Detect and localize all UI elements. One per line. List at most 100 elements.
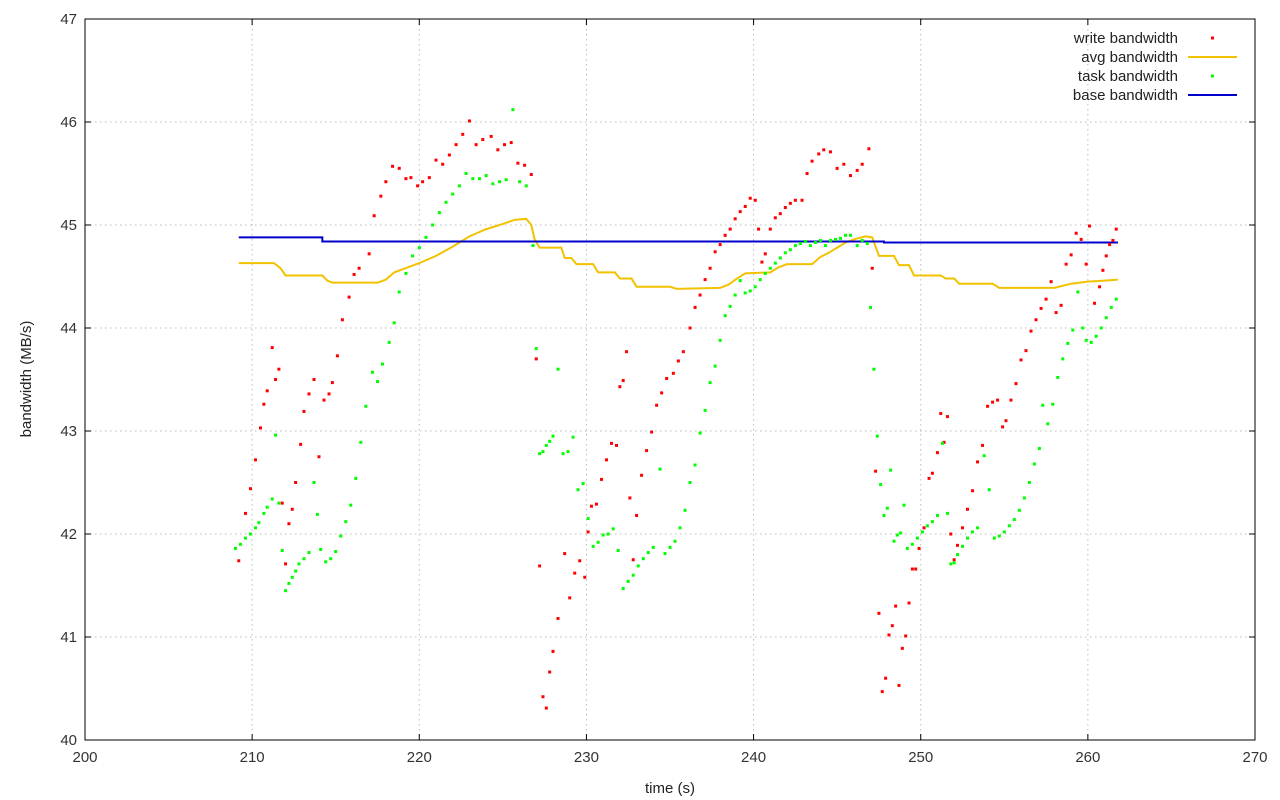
write-bandwidth-point [259,426,262,430]
write-bandwidth-point [1059,303,1063,307]
task-bandwidth-point [658,467,662,471]
task-bandwidth-point [882,513,886,517]
write-bandwidth-point [340,318,344,322]
task-bandwidth-point [444,200,448,204]
write-bandwidth-point [496,148,500,152]
write-bandwidth-point [955,543,959,547]
write-bandwidth-point [529,173,533,177]
task-bandwidth-point [818,238,822,242]
write-bandwidth-point [384,180,388,184]
write-bandwidth-point [1104,254,1108,258]
base-bandwidth-line [238,236,1118,244]
task-bandwidth-point [566,450,570,454]
axis-ticks: 200 210 220 230 240 250 260 270 40 41 42 43 44 45 46 47 [60,11,1267,766]
write-bandwidth-point [698,293,702,297]
task-bandwidth-point [319,547,323,551]
write-bandwidth-point [474,143,478,147]
task-bandwidth-point [464,172,468,175]
write-bandwidth-point [874,469,878,473]
write-bandwidth-point [917,546,921,550]
write-bandwidth-point [327,392,331,396]
write-bandwidth-point [991,400,995,404]
task-bandwidth-point [713,364,717,368]
write-bandwidth-point [421,180,425,184]
write-bandwidth-point [538,564,542,568]
write-bandwidth-point [1114,227,1118,231]
task-bandwidth-point [1071,328,1075,332]
task-bandwidth-point [1061,357,1065,361]
task-bandwidth-point [626,579,630,583]
task-bandwidth-point [646,551,650,555]
task-bandwidth-point [1066,341,1070,345]
write-bandwidth-point [434,158,438,162]
avg-bandwidth-legend-label: avg bandwidth [1081,49,1178,66]
write-bandwidth-point [942,440,946,444]
task-bandwidth-point [808,244,812,248]
task-bandwidth-point [631,573,635,577]
task-bandwidth-point [243,536,247,540]
task-bandwidth-point [1007,524,1011,528]
task-bandwidth-point [339,534,343,538]
write-bandwidth-point [981,443,985,447]
task-bandwidth-point [596,540,600,544]
task-bandwidth-point [915,536,919,540]
write-bandwidth-point [1111,238,1115,242]
y-tick-label: 42 [60,526,77,543]
task-bandwidth-point [788,248,792,252]
write-bandwidth-point [1001,425,1005,429]
task-bandwidth-point [424,235,428,239]
write-bandwidth-point [996,398,1000,402]
write-bandwidth-legend-label: write bandwidth [1073,30,1178,47]
write-bandwidth-point [748,196,752,200]
task-bandwidth-point [763,271,767,275]
write-bandwidth-point [379,194,383,198]
write-bandwidth-point [939,411,943,415]
x-tick-label: 200 [72,749,97,766]
write-bandwidth-point [467,119,471,123]
write-bandwidth-point [1014,382,1018,386]
task-bandwidth-point [571,435,575,439]
task-bandwidth-point [344,520,348,524]
task-bandwidth-point [349,503,353,507]
task-bandwidth-point [773,261,777,265]
task-bandwidth-point [1027,481,1031,484]
write-bandwidth-point [481,138,485,142]
y-tick-label: 47 [60,11,77,28]
write-bandwidth-point [760,260,764,264]
task-bandwidth-point [312,481,316,484]
task-bandwidth-point [1022,496,1026,500]
task-bandwidth-point [1084,338,1088,342]
write-bandwidth-point [655,403,659,407]
task-bandwidth-point [930,520,934,524]
write-bandwidth-point [352,272,356,276]
write-bandwidth-point [578,559,582,563]
task-bandwidth-point [376,380,379,384]
write-bandwidth-point [1074,231,1078,235]
write-bandwidth-point [1019,358,1023,362]
write-bandwidth-point [966,507,970,511]
task-bandwidth-point [290,575,294,579]
write-bandwidth-point [952,558,956,562]
write-bandwidth-point [503,143,507,147]
task-bandwidth-point [688,481,692,484]
task-bandwidth-point [703,408,707,412]
write-bandwidth-point [1024,349,1028,353]
task-bandwidth-point [778,256,782,260]
write-bandwidth-point [1044,297,1048,301]
task-bandwidth-point [673,539,677,543]
task-bandwidth-point [1032,462,1036,466]
write-bandwidth-point [409,176,413,180]
write-bandwidth-point [284,562,288,566]
write-bandwidth-point [860,162,864,166]
write-bandwidth-point [287,522,291,526]
task-bandwidth-point [504,178,508,182]
task-bandwidth-point [1114,297,1118,301]
write-bandwidth-point [317,455,321,459]
task-bandwidth-point [601,533,605,537]
write-bandwidth-point [1084,262,1088,266]
task-bandwidth-point [813,241,817,245]
write-bandwidth-point [265,389,269,393]
task-bandwidth-point [541,450,545,454]
task-bandwidth-point [872,367,876,371]
grid-lines [85,19,1255,740]
